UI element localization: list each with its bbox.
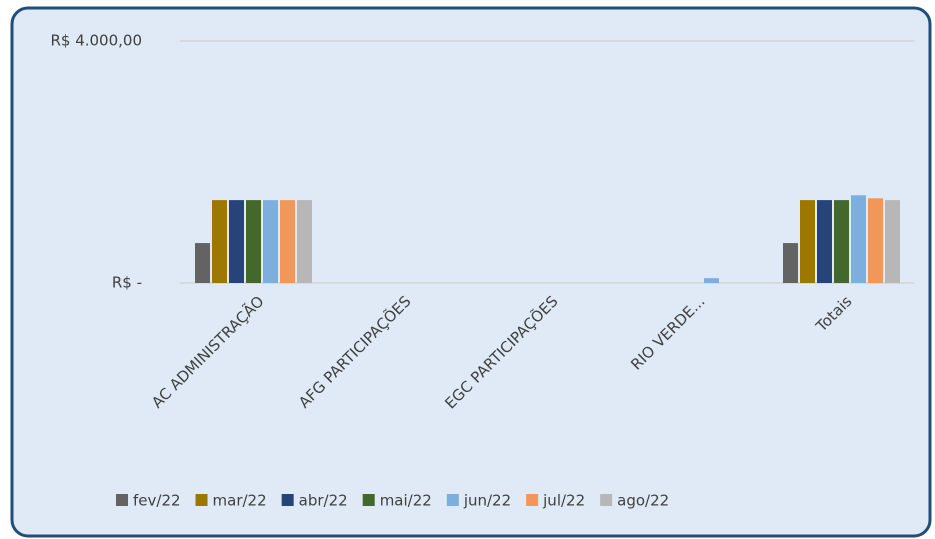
- y-tick-label: R$ 4.000,00: [50, 32, 142, 50]
- y-tick-label: R$ -: [112, 274, 142, 292]
- bar: [229, 200, 244, 283]
- legend-swatch: [195, 494, 208, 506]
- bar: [783, 243, 798, 283]
- bar: [297, 200, 312, 283]
- bar: [195, 243, 210, 283]
- legend-swatch: [281, 494, 294, 506]
- bar: [212, 200, 227, 283]
- legend-swatch: [526, 494, 539, 506]
- bar: [704, 278, 719, 283]
- legend-swatch: [600, 494, 613, 506]
- legend-swatch: [446, 494, 459, 506]
- bar: [817, 200, 832, 283]
- legend-label: fev/22: [133, 492, 181, 510]
- bar: [280, 200, 295, 283]
- chart-frame: [10, 6, 932, 538]
- legend-label: jul/22: [542, 492, 585, 510]
- bar: [868, 198, 883, 283]
- bar: [246, 200, 261, 283]
- bar: [885, 200, 900, 283]
- legend-label: jun/22: [463, 492, 511, 510]
- bar: [263, 200, 278, 283]
- legend-label: mar/22: [213, 492, 267, 510]
- bar: [834, 200, 849, 283]
- legend-label: ago/22: [617, 492, 669, 510]
- legend-swatch: [116, 494, 128, 506]
- bar: [800, 200, 815, 283]
- legend-swatch: [362, 494, 375, 506]
- legend-label: abr/22: [299, 492, 348, 510]
- legend-label: mai/22: [380, 492, 432, 510]
- bar: [851, 195, 866, 283]
